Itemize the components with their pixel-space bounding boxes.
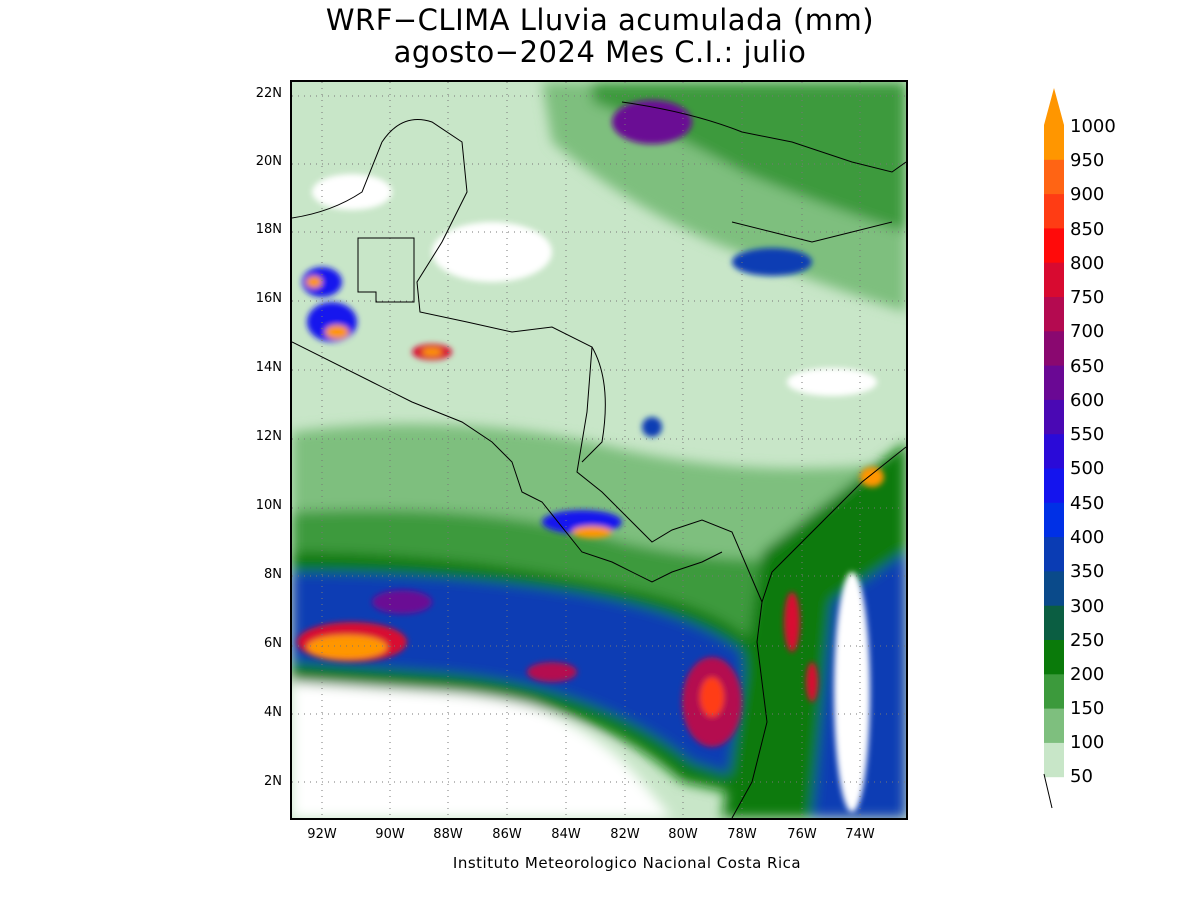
colorbar-label: 50 [1070,766,1093,787]
colorbar-label: 400 [1070,527,1105,548]
colorbar-label: 200 [1070,664,1105,685]
colorbar-label: 350 [1070,561,1105,582]
lat-tick-14n: 14N [255,360,282,375]
map-title-line2: agosto−2024 Mes C.I.: julio [393,35,807,69]
colorbar-label: 550 [1070,424,1105,445]
lat-tick-22n: 22N [255,86,282,101]
colorbar-min-arrow [1043,773,1053,809]
colorbar-cell [1044,605,1064,640]
colorbar-label: 500 [1070,458,1105,479]
colorbar-label: 250 [1070,630,1105,651]
lon-tick-84w: 84W [551,827,581,842]
lon-tick-76w: 76W [787,827,817,842]
lon-tick-78w: 78W [727,827,757,842]
precipitation-map [290,80,908,820]
colorbar-label: 300 [1070,596,1105,617]
colorbar-cell [1044,296,1064,332]
colorbar-label: 750 [1070,287,1105,308]
colorbar-label: 900 [1070,184,1105,205]
lat-tick-6n: 6N [264,636,282,651]
coastlines [292,101,906,818]
colorbar-cell [1044,570,1064,606]
map-title-line1: WRF−CLIMA Lluvia acumulada (mm) [325,3,875,37]
map-grid [292,82,906,818]
lon-tick-92w: 92W [307,827,337,842]
colorbar-cell [1044,330,1064,366]
colorbar-cell [1044,433,1064,469]
colorbar-label: 150 [1070,698,1105,719]
colorbar-cell [1044,125,1064,160]
colorbar-max-arrow [1044,88,1064,125]
colorbar-label: 800 [1070,253,1105,274]
colorbar [1043,88,1064,809]
colorbar-label: 1000 [1070,116,1116,137]
colorbar-label: 950 [1070,150,1105,171]
colorbar-cell [1044,227,1064,263]
colorbar-cell [1044,193,1064,229]
colorbar-cell [1044,708,1064,743]
lat-tick-18n: 18N [255,222,282,237]
lat-tick-8n: 8N [264,567,282,582]
colorbar-cell [1044,159,1064,195]
colorbar-cell [1044,399,1064,435]
lat-tick-16n: 16N [255,291,282,306]
colorbar-cell [1044,742,1064,778]
lon-tick-88w: 88W [433,827,463,842]
lat-tick-20n: 20N [255,154,282,169]
lon-tick-82w: 82W [610,827,640,842]
colorbar-label: 100 [1070,732,1105,753]
lon-tick-90w: 90W [375,827,405,842]
lon-tick-86w: 86W [492,827,522,842]
colorbar-label: 850 [1070,219,1105,240]
colorbar-cell [1044,536,1064,572]
lat-tick-10n: 10N [255,498,282,513]
lat-tick-2n: 2N [264,774,282,789]
credit-line: Instituto Meteorologico Nacional Costa R… [452,854,802,872]
colorbar-cell [1044,262,1064,297]
map-canvas [292,82,906,818]
colorbar-cell [1044,365,1064,400]
colorbar-cell [1044,639,1064,675]
lat-tick-12n: 12N [255,429,282,444]
colorbar-cell [1044,468,1064,503]
lon-tick-74w: 74W [845,827,875,842]
lon-tick-80w: 80W [668,827,698,842]
colorbar-cell [1044,502,1064,538]
rain-field-peaks [297,100,884,812]
colorbar-label: 450 [1070,493,1105,514]
colorbar-label: 600 [1070,390,1105,411]
colorbar-label: 700 [1070,321,1105,342]
lat-tick-4n: 4N [264,705,282,720]
colorbar-label: 650 [1070,356,1105,377]
colorbar-cell [1044,673,1064,709]
